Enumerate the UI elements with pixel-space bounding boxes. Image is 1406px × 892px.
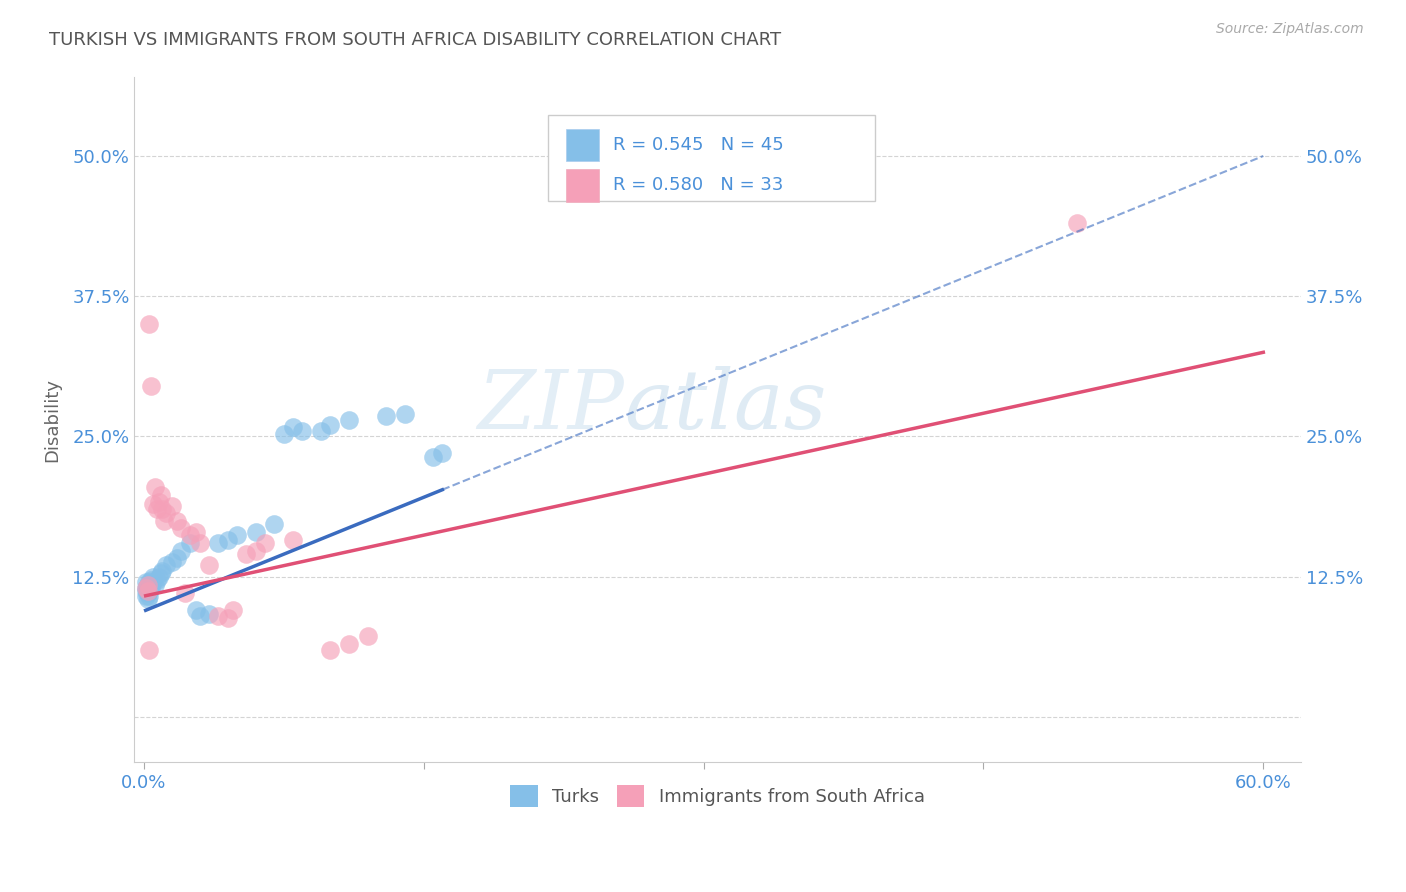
Point bbox=[179, 528, 201, 542]
Point bbox=[184, 524, 207, 539]
Point bbox=[166, 514, 188, 528]
Point bbox=[166, 550, 188, 565]
Point bbox=[143, 577, 166, 591]
Point bbox=[394, 407, 416, 421]
Point bbox=[136, 577, 159, 591]
Text: TURKISH VS IMMIGRANTS FROM SOUTH AFRICA DISABILITY CORRELATION CHART: TURKISH VS IMMIGRANTS FROM SOUTH AFRICA … bbox=[49, 31, 782, 49]
Point bbox=[142, 575, 165, 590]
Point bbox=[135, 589, 157, 603]
Point bbox=[319, 418, 342, 433]
Point bbox=[170, 544, 193, 558]
FancyBboxPatch shape bbox=[567, 128, 599, 161]
FancyBboxPatch shape bbox=[567, 169, 599, 202]
Point bbox=[148, 569, 170, 583]
Point bbox=[152, 502, 174, 516]
Point bbox=[142, 569, 165, 583]
Point bbox=[222, 603, 245, 617]
Text: Source: ZipAtlas.com: Source: ZipAtlas.com bbox=[1216, 22, 1364, 37]
Point bbox=[254, 536, 277, 550]
Point bbox=[217, 533, 239, 547]
Point bbox=[291, 424, 314, 438]
Point bbox=[135, 584, 157, 599]
Point bbox=[179, 536, 201, 550]
Point bbox=[1066, 216, 1088, 230]
Point bbox=[226, 528, 249, 542]
Point bbox=[135, 575, 157, 590]
Point bbox=[141, 581, 163, 595]
Point bbox=[170, 521, 193, 535]
Point bbox=[136, 586, 159, 600]
Point bbox=[141, 573, 163, 587]
Point bbox=[155, 506, 177, 520]
Point bbox=[138, 584, 160, 599]
Point bbox=[153, 514, 176, 528]
Point bbox=[217, 611, 239, 625]
Point bbox=[136, 577, 159, 591]
Point bbox=[198, 558, 221, 573]
Point bbox=[160, 555, 183, 569]
Point bbox=[138, 580, 160, 594]
Point bbox=[148, 494, 170, 508]
Point bbox=[357, 629, 380, 643]
Point bbox=[263, 516, 285, 531]
Text: atlas: atlas bbox=[624, 366, 827, 446]
Point bbox=[273, 427, 295, 442]
Point bbox=[146, 502, 169, 516]
Text: R = 0.545   N = 45: R = 0.545 N = 45 bbox=[613, 136, 783, 154]
Point bbox=[337, 637, 360, 651]
Point bbox=[198, 607, 221, 621]
Point bbox=[245, 544, 267, 558]
Point bbox=[245, 524, 267, 539]
Point bbox=[143, 480, 166, 494]
Point bbox=[235, 547, 257, 561]
Point bbox=[138, 318, 160, 332]
Point bbox=[432, 446, 454, 460]
Point bbox=[135, 581, 157, 595]
Point bbox=[141, 379, 163, 393]
Point bbox=[142, 497, 165, 511]
Point bbox=[281, 533, 304, 547]
Point bbox=[146, 573, 169, 587]
Point bbox=[149, 566, 172, 581]
Point bbox=[188, 536, 211, 550]
Point bbox=[149, 488, 172, 502]
Point bbox=[138, 575, 160, 590]
Point bbox=[138, 589, 160, 603]
Text: ZIP: ZIP bbox=[478, 366, 624, 446]
Point bbox=[136, 583, 159, 598]
Legend: Turks, Immigrants from South Africa: Turks, Immigrants from South Africa bbox=[503, 778, 932, 814]
Point bbox=[155, 558, 177, 573]
Point bbox=[136, 592, 159, 607]
Point bbox=[281, 420, 304, 434]
Point bbox=[422, 450, 444, 464]
Point bbox=[135, 581, 157, 595]
Point bbox=[160, 499, 183, 513]
Point bbox=[207, 536, 229, 550]
Text: R = 0.580   N = 33: R = 0.580 N = 33 bbox=[613, 177, 783, 194]
Point bbox=[319, 642, 342, 657]
Point bbox=[375, 409, 398, 424]
Point bbox=[152, 564, 174, 578]
Point bbox=[207, 609, 229, 624]
Point bbox=[184, 603, 207, 617]
Point bbox=[173, 586, 195, 600]
FancyBboxPatch shape bbox=[548, 115, 875, 201]
Point bbox=[141, 577, 163, 591]
Point bbox=[188, 609, 211, 624]
Y-axis label: Disability: Disability bbox=[44, 377, 60, 461]
Point bbox=[309, 424, 332, 438]
Point bbox=[138, 642, 160, 657]
Point bbox=[136, 584, 159, 599]
Point bbox=[337, 412, 360, 426]
